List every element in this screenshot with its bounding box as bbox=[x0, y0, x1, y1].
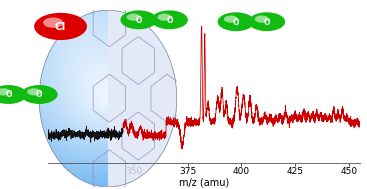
Text: O: O bbox=[5, 91, 12, 99]
Text: O: O bbox=[233, 18, 239, 27]
X-axis label: m/z (amu): m/z (amu) bbox=[179, 178, 229, 188]
Text: O: O bbox=[166, 16, 173, 25]
Text: O: O bbox=[135, 16, 142, 25]
Text: Cl: Cl bbox=[55, 22, 66, 32]
Text: O: O bbox=[264, 18, 270, 27]
Text: O: O bbox=[36, 91, 43, 99]
